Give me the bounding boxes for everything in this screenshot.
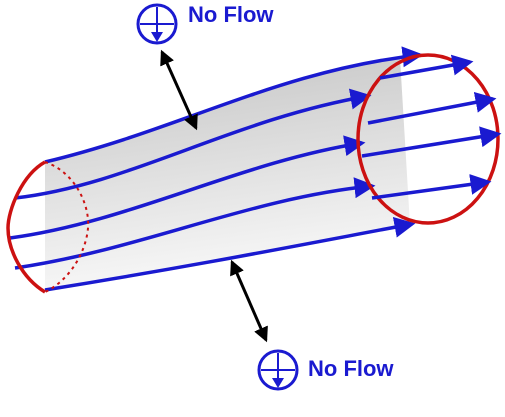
circle-crosshair-arrow-down-icon xyxy=(257,349,299,391)
no-flow-arrow-top xyxy=(160,49,198,131)
inlet-boundary-front xyxy=(6,160,46,294)
stream-tube-surface xyxy=(45,58,410,292)
streamline-3 xyxy=(14,177,376,270)
streamline-1 xyxy=(14,88,372,200)
no-flow-label-top: No Flow xyxy=(188,2,274,27)
streamline-2 xyxy=(9,135,366,240)
tube-bottom-boundary xyxy=(44,216,416,292)
outlet-streamline-1 xyxy=(379,54,474,80)
no-flow-arrow-bottom xyxy=(230,259,268,343)
tube-top-boundary xyxy=(44,46,424,164)
outlet-streamline-4 xyxy=(371,173,492,200)
no-flow-label-bottom: No Flow xyxy=(308,356,394,381)
circle-crosshair-arrow-down-icon xyxy=(136,3,178,45)
inlet-boundary-back xyxy=(44,161,90,293)
outlet-streamline-3 xyxy=(361,126,502,158)
outlet-streamline-2 xyxy=(367,91,497,125)
